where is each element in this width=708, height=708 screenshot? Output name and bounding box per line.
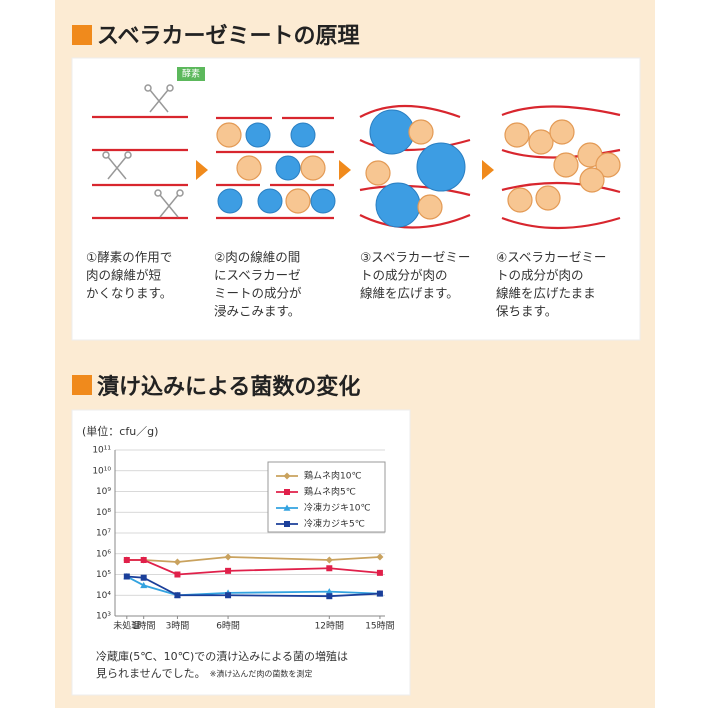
y-axis-label: (単位：cfu／g)	[82, 424, 158, 438]
step-caption: トの成分が肉の	[360, 268, 448, 283]
chart-title: 漬け込みによる菌数の変化	[97, 374, 360, 400]
step-caption: ④スベラカーゼミー	[496, 250, 606, 265]
marker	[123, 573, 130, 580]
tag-label: 酵素	[182, 68, 200, 80]
legend-label: 鶏ムネ肉10℃	[304, 470, 362, 482]
marker	[325, 556, 333, 564]
marker	[376, 590, 383, 597]
note: 見られませんでした。	[96, 667, 206, 680]
step-caption: 浸みこみます。	[214, 304, 300, 319]
marker	[326, 593, 333, 600]
step-caption: かくなります。	[86, 286, 172, 301]
y-tick-label: 10⁶	[96, 549, 111, 559]
step-caption: ミートの成分が	[214, 286, 302, 301]
marker	[283, 504, 291, 511]
step-caption: ②肉の線維の間	[214, 250, 300, 265]
marker	[224, 553, 232, 561]
y-tick-label: 10¹¹	[92, 446, 111, 456]
title-mark	[72, 25, 92, 45]
marker	[174, 571, 181, 578]
y-tick-label: 10⁸	[96, 508, 111, 518]
marker	[140, 581, 148, 589]
title-mark	[72, 375, 92, 395]
y-tick-label: 10⁴	[96, 591, 111, 601]
x-tick-label: 12時間	[315, 621, 344, 632]
marker	[283, 472, 291, 480]
marker	[140, 574, 147, 581]
marker	[284, 521, 290, 527]
step-3-graphic	[359, 104, 471, 229]
marker	[225, 592, 232, 599]
marker	[123, 556, 130, 563]
step-caption: ③スベラカーゼミー	[360, 250, 470, 265]
arrows	[196, 160, 494, 180]
marker	[174, 592, 181, 599]
x-tick-label: 15時間	[365, 621, 394, 632]
step-1-graphic	[92, 67, 205, 220]
step-2-graphic	[216, 116, 336, 220]
x-tick-label: 3時間	[166, 621, 190, 632]
marker	[284, 489, 290, 495]
y-tick-label: 10¹⁰	[92, 466, 111, 476]
step-4-graphic	[501, 105, 621, 230]
marker	[325, 588, 333, 595]
marker	[225, 567, 232, 574]
note: 冷蔵庫(5℃、10℃)での漬け込みによる菌の増殖は	[96, 649, 348, 663]
marker	[140, 556, 147, 563]
marker	[376, 553, 384, 561]
step-caption: 線維を広げます。	[360, 286, 459, 301]
y-tick-label: 10³	[96, 612, 111, 622]
legend-label: 冷凍カジキ10℃	[304, 502, 371, 514]
step-caption: ①酵素の作用で	[86, 250, 172, 265]
y-tick-label: 10⁹	[96, 487, 111, 497]
step-caption: 保ちます。	[496, 304, 557, 319]
marker	[376, 569, 383, 576]
series-line	[126, 575, 380, 597]
marker	[326, 565, 333, 572]
y-tick-label: 10⁵	[96, 570, 111, 580]
footnote: ※漬け込んだ肉の菌数を測定	[210, 669, 313, 679]
step-caption: 肉の線維が短	[86, 268, 161, 283]
legend-label: 冷凍カジキ5℃	[304, 518, 365, 530]
y-tick-label: 10⁷	[96, 529, 111, 539]
legend-label: 鶏ムネ肉5℃	[304, 486, 356, 498]
step-caption: トの成分が肉の	[496, 268, 584, 283]
marker	[173, 558, 181, 566]
diagram-title: スベラカーゼミートの原理	[97, 24, 359, 49]
step-caption: にスベラカーゼ	[214, 268, 301, 283]
step-caption: 線維を広げたまま	[496, 286, 596, 301]
x-tick-label: 1時間	[132, 621, 156, 632]
x-tick-label: 6時間	[216, 621, 240, 632]
x-tick-label: 未処理	[113, 620, 140, 632]
chart-box	[71, 409, 411, 696]
